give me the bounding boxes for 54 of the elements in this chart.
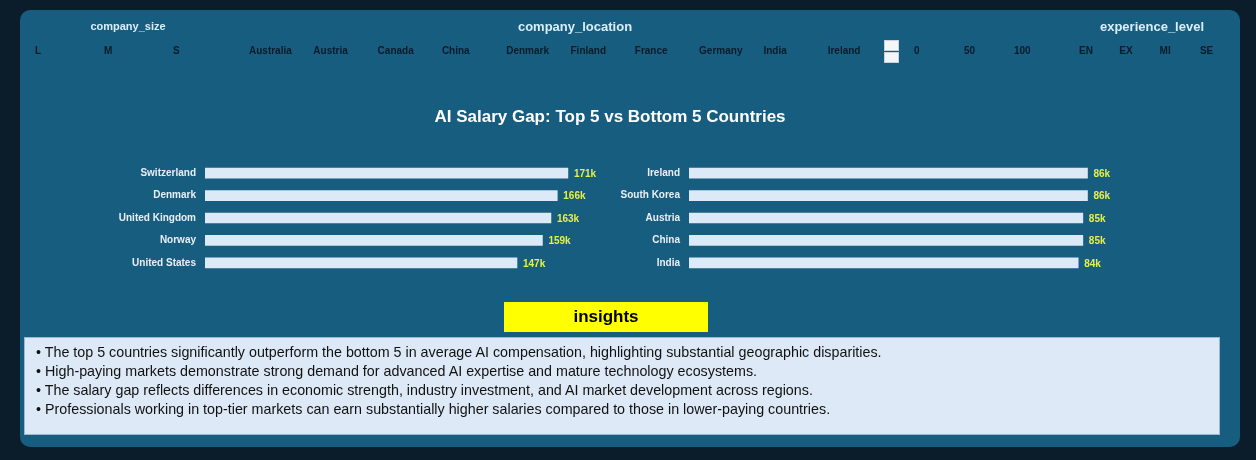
data-label: 163k [556, 212, 580, 224]
y-tick-label: Switzerland [140, 166, 196, 178]
bar [205, 257, 518, 269]
text: EN [1079, 45, 1093, 57]
text: company_location [517, 19, 633, 35]
y-tick-label: Ireland [647, 166, 680, 178]
bar [205, 235, 543, 246]
text: Germany [699, 45, 743, 57]
bar [205, 190, 558, 201]
text: Finland [570, 45, 607, 57]
text: SE [1199, 45, 1214, 57]
data-label: 86k [1093, 167, 1111, 179]
data-label: 85k [1088, 235, 1106, 247]
data-label: 147k [522, 257, 546, 269]
text: 0 [914, 45, 920, 57]
text: Austria [313, 45, 348, 57]
data-label: 159k [548, 235, 572, 247]
text: experience_level [1099, 19, 1205, 35]
text: EX [1119, 45, 1133, 57]
text: • The top 5 countries significantly outperform the bottom 5 in average AI compensation, highlighting substantial geographic disparities. [36, 343, 883, 362]
y-tick-label: India [656, 256, 681, 268]
text: 50 [964, 45, 976, 57]
text: Denmark [506, 45, 549, 57]
text: China [441, 45, 470, 57]
text: 100 [1014, 45, 1031, 57]
y-tick-label: Denmark [153, 189, 197, 201]
text: France [634, 45, 668, 57]
text: MI [1159, 45, 1171, 57]
text: M [104, 45, 113, 57]
y-tick-label: South Korea [620, 189, 681, 201]
text: India [763, 45, 787, 57]
text: Canada [377, 45, 414, 57]
text: company_size [90, 20, 166, 34]
data-label: 166k [563, 190, 586, 202]
bar [205, 167, 569, 179]
y-tick-label: China [652, 234, 681, 246]
y-tick-label: Norway [159, 234, 197, 246]
data-label: 171k [573, 167, 597, 179]
data-label: 85k [1088, 212, 1106, 224]
text: S [173, 45, 180, 57]
data-label: 84k [1084, 257, 1102, 269]
text: AI Salary Gap: Top 5 vs Bottom 5 Countries [434, 106, 786, 128]
y-tick-label: Austria [645, 211, 681, 223]
text: L [35, 45, 42, 57]
y-tick-label: United Kingdom [118, 211, 197, 223]
bar [205, 212, 552, 224]
text: Australia [249, 45, 292, 57]
y-tick-label: United States [132, 256, 197, 268]
text: • High-paying markets demonstrate strong demand for advanced AI expertise and mature technology ecosystems. [36, 362, 759, 381]
text: insights [504, 302, 708, 332]
text: Ireland [827, 45, 861, 57]
text: • Professionals working in top-tier markets can earn substantially higher salaries compared to those in lower-paying countries. [36, 400, 832, 419]
text: • The salary gap reflects differences in economic strength, industry investment, and AI market development across regions. [36, 381, 814, 400]
data-label: 86k [1093, 190, 1111, 202]
